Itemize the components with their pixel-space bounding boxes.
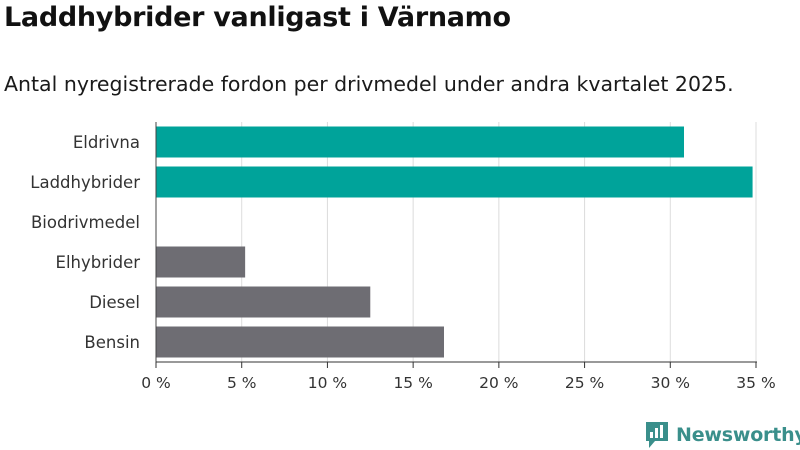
brand-logo[interactable]: Newsworthy [644,420,800,450]
category-labels: Eldrivna Laddhybrider Biodrivmedel Elhybrid… [30,133,140,352]
newsworthy-logo-icon [646,422,668,448]
category-label: Diesel [89,293,140,312]
category-label: Eldrivna [73,133,140,152]
x-tick-label: 10 % [308,374,347,392]
bar-eldrivna [156,126,684,158]
bar-laddhybrider [156,166,753,198]
category-label: Laddhybrider [30,173,140,192]
x-tick-label: 35 % [736,374,775,392]
x-tick-label: 0 % [141,374,171,392]
x-tick-label: 30 % [651,374,690,392]
x-tick-label: 15 % [393,374,432,392]
bar-bensin [156,326,444,358]
bar-elhybrider [156,246,246,278]
bars [156,126,753,358]
x-tick-label: 25 % [565,374,604,392]
category-label: Elhybrider [56,253,141,272]
bar-chart: 0 % 5 % 10 % 15 % 20 % 25 % 30 % 35 % Eldrivna L… [30,122,776,392]
brand-name: Newsworthy [676,424,800,446]
chart-subtitle: Antal nyregistrerade fordon per drivmede… [4,72,734,96]
x-axis: 0 % 5 % 10 % 15 % 20 % 25 % 30 % 35 % [141,122,776,392]
category-label: Bensin [84,333,140,352]
x-tick-label: 20 % [479,374,518,392]
grid-lines [241,122,757,362]
bar-diesel [156,286,371,318]
chart-title: Laddhybrider vanligast i Värnamo [4,2,511,33]
x-tick-label: 5 % [227,374,257,392]
category-label: Biodrivmedel [31,213,140,232]
